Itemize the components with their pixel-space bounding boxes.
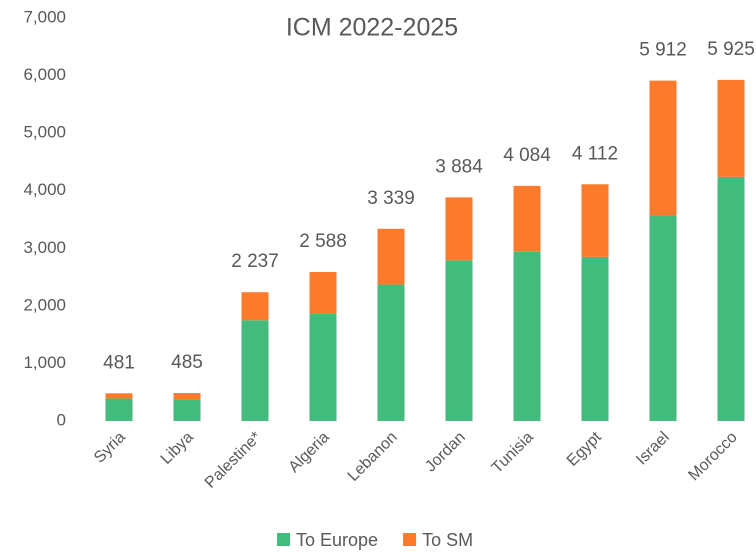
total-label: 4 112 — [572, 143, 618, 164]
bar-segment — [513, 185, 541, 252]
bar-segment — [105, 398, 133, 421]
total-label: 2 237 — [231, 251, 279, 272]
bar-segment — [377, 284, 405, 421]
bar-segment — [717, 79, 745, 177]
bar-segment — [173, 399, 201, 421]
bar-segment — [445, 197, 473, 261]
bar-segment — [717, 176, 745, 421]
bar-segment — [513, 251, 541, 421]
total-label: 5 925 — [707, 39, 755, 60]
y-tick-label: 6,000 — [23, 65, 66, 84]
y-tick-label: 7,000 — [23, 7, 66, 26]
y-tick-label: 5,000 — [23, 123, 66, 142]
x-tick-label: Lebanon — [345, 429, 401, 485]
x-tick-label: Palestine* — [202, 429, 265, 492]
bar-segment — [105, 393, 133, 399]
total-label: 3 884 — [435, 156, 483, 177]
bar-segment — [649, 80, 677, 216]
bar-segment — [445, 260, 473, 421]
legend-label: To SM — [422, 530, 473, 550]
bar-segment — [241, 320, 269, 421]
x-tick-label: Algeria — [286, 429, 333, 476]
legend-swatch — [403, 533, 417, 546]
x-tick-label: Syria — [91, 429, 129, 467]
x-tick-label: Morocco — [685, 429, 740, 484]
total-label: 481 — [103, 352, 135, 373]
total-label: 5 912 — [639, 40, 687, 61]
y-tick-label: 2,000 — [23, 295, 66, 314]
bar-segment — [377, 228, 405, 285]
x-tick-label: Israel — [633, 429, 673, 469]
y-tick-label: 3,000 — [23, 238, 66, 257]
bar-segment — [241, 292, 269, 321]
legend-swatch — [277, 533, 290, 546]
bar-segment — [581, 184, 609, 257]
legend-label: To Europe — [296, 530, 378, 550]
total-label: 3 339 — [367, 188, 415, 209]
total-label: 4 084 — [503, 145, 551, 166]
total-label: 485 — [171, 352, 203, 373]
bar-segment — [309, 313, 337, 421]
x-tick-label: Tunisia — [489, 429, 537, 477]
x-tick-label: Libya — [158, 429, 197, 468]
y-tick-label: 1,000 — [23, 353, 66, 372]
chart-title: ICM 2022-2025 — [286, 14, 458, 42]
y-tick-label: 4,000 — [23, 180, 66, 199]
bar-segment — [581, 256, 609, 421]
bar-segment — [173, 393, 201, 400]
bar-segment — [309, 272, 337, 314]
total-label: 2 588 — [299, 231, 347, 252]
y-tick-label: 0 — [57, 410, 66, 429]
x-tick-label: Jordan — [422, 429, 469, 476]
x-tick-label: Egypt — [564, 428, 605, 469]
bar-segment — [649, 215, 677, 421]
